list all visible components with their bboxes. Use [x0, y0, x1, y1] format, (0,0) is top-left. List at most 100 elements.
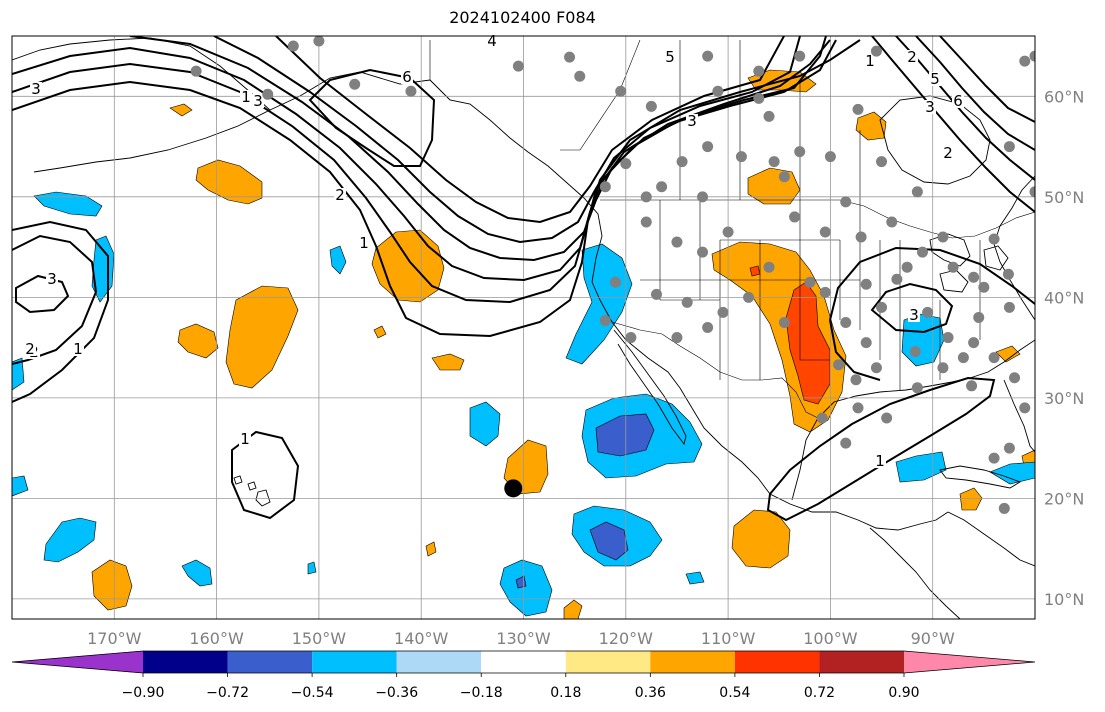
- negative-anomaly-region: [33, 191, 103, 217]
- contour-label: 6: [402, 68, 412, 86]
- longitude-tick-label: 100°W: [803, 629, 858, 648]
- contour-label: 1: [865, 52, 875, 70]
- contour-label: 3: [31, 80, 41, 98]
- contour-label-background: [908, 308, 920, 322]
- station-dot: [702, 322, 714, 333]
- station-dot: [645, 100, 657, 112]
- station-dot: [794, 50, 806, 62]
- station-dot: [190, 65, 202, 77]
- station-dot: [778, 171, 790, 183]
- contour-labels: 3216453123215323612113: [24, 32, 964, 470]
- contour-line: [915, 36, 1035, 151]
- station-dot: [876, 156, 888, 168]
- latitude-tick-label: 60°N: [1044, 87, 1084, 106]
- positive-anomaly-region: [425, 541, 437, 557]
- station-dot: [640, 191, 652, 203]
- station-dot: [886, 216, 898, 228]
- station-dot: [966, 380, 978, 392]
- station-dot: [852, 103, 864, 115]
- colorbar-box: [312, 651, 397, 673]
- negative-anomaly-region: [12, 475, 29, 497]
- station-dot: [840, 437, 852, 449]
- station-dot: [816, 412, 828, 424]
- contour-label: 3: [925, 98, 935, 116]
- gridlines: [12, 36, 1035, 619]
- station-dot: [753, 65, 765, 77]
- colorbar-box: [565, 651, 651, 673]
- contour-label: 1: [241, 88, 251, 106]
- station-dot: [313, 36, 325, 47]
- contour-label: 3: [909, 306, 919, 324]
- station-dot: [656, 181, 668, 193]
- contour-label-background: [24, 342, 36, 356]
- negative-anomaly-region: [469, 401, 501, 447]
- colorbar-tick-label: 0.72: [804, 685, 835, 701]
- station-dot: [824, 151, 836, 163]
- longitude-tick-label: 140°W: [394, 629, 449, 648]
- station-dot: [891, 273, 903, 285]
- station-dot: [850, 374, 862, 386]
- station-dot: [671, 332, 683, 344]
- station-dot: [998, 502, 1010, 514]
- positive-anomaly-region: [431, 353, 465, 371]
- contour-label: 1: [359, 234, 369, 252]
- station-dot: [876, 301, 888, 313]
- station-dot: [1029, 186, 1035, 198]
- contour-label-background: [46, 272, 58, 286]
- positive-anomaly-region: [731, 509, 791, 569]
- contour-label-background: [30, 82, 42, 96]
- strong-positive-anomaly-region: [785, 281, 831, 405]
- contour-label-background: [334, 188, 346, 202]
- latitude-tick-label: 10°N: [1044, 590, 1084, 609]
- latitude-labels: 10°N 20°N 30°N 40°N 50°N 60°N: [1044, 87, 1084, 609]
- station-dot: [957, 352, 969, 364]
- cuba-coastline: [939, 465, 1022, 489]
- contour-label: 3: [47, 270, 57, 288]
- negative-anomaly-region: [499, 559, 553, 617]
- station-dot: [1019, 402, 1031, 414]
- station-dot: [702, 141, 714, 153]
- station-dot: [599, 181, 611, 193]
- strong-negative-anomaly-region: [589, 521, 629, 561]
- contour-line: [15, 274, 70, 314]
- contour-line: [231, 430, 300, 520]
- anomaly-shading: [12, 69, 1035, 619]
- station-dot: [349, 78, 361, 90]
- baja-california-coastline: [613, 329, 687, 446]
- positive-anomaly-region: [91, 559, 133, 611]
- negative-anomaly-region: [181, 559, 213, 587]
- positive-anomaly-region: [563, 599, 583, 619]
- station-dot: [768, 156, 780, 168]
- longitude-tick-label: 150°W: [292, 629, 347, 648]
- station-dot: [870, 362, 882, 374]
- station-dot: [819, 226, 831, 238]
- contour-label: 2: [335, 186, 345, 204]
- contour-label-background: [401, 70, 413, 84]
- contour-line: [12, 39, 861, 338]
- contour-line: [12, 220, 109, 403]
- longitude-tick-label: 170°W: [87, 629, 142, 648]
- contour-label-background: [952, 94, 964, 108]
- colorbar-tick-label: −0.54: [291, 685, 334, 701]
- positive-anomaly-region: [995, 345, 1021, 363]
- contour-label: 2: [943, 144, 953, 162]
- colorbar-box: [734, 651, 820, 673]
- station-dot: [753, 92, 765, 104]
- contour-label-background: [486, 34, 498, 48]
- contour-label-background: [686, 114, 698, 128]
- station-dot: [833, 359, 845, 371]
- station-dot: [901, 261, 913, 273]
- negative-anomaly-region: [895, 451, 947, 483]
- contour-label-background: [929, 72, 941, 86]
- alaska-canada-border: [429, 40, 451, 101]
- colorbar-box: [396, 651, 482, 673]
- strong-positive-anomaly-region: [749, 265, 761, 277]
- contour-line: [213, 36, 801, 244]
- station-dot: [625, 332, 637, 344]
- contour-line: [766, 376, 996, 522]
- contour-label-background: [942, 146, 954, 160]
- contour-label: 2: [907, 48, 917, 66]
- stations: [190, 36, 1035, 514]
- colorbar-tick-label: 0.36: [635, 685, 666, 701]
